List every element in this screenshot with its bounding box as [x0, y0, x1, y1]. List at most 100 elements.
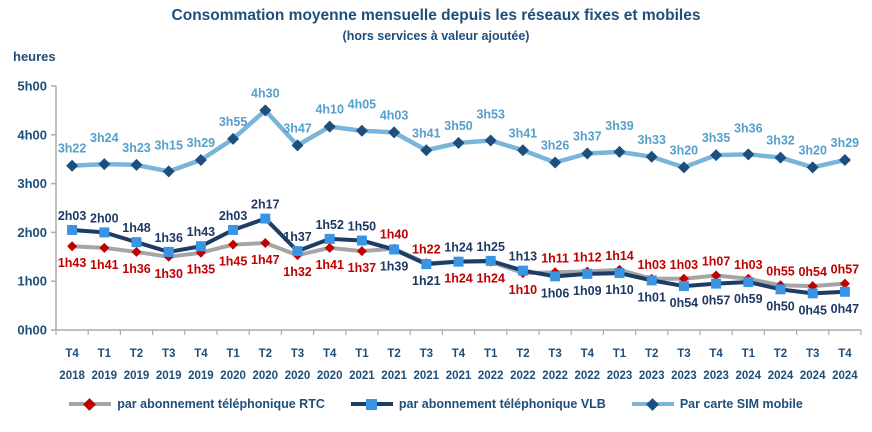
marker-vlb [356, 235, 367, 246]
data-label-rtc: 0h57 [831, 263, 860, 277]
marker-vlb [839, 286, 850, 297]
marker-sim [98, 158, 111, 171]
data-label-vlb: 1h39 [380, 259, 409, 273]
legend-sim-diamond-icon [631, 397, 674, 411]
marker-vlb [743, 277, 754, 288]
x-quarter-label: T4 [709, 348, 723, 360]
marker-sim [452, 136, 465, 149]
marker-vlb [517, 265, 528, 276]
legend-item-rtc: par abonnement téléphonique RTC [69, 397, 325, 411]
x-year-label: 2023 [607, 370, 633, 382]
x-quarter-label: T3 [162, 348, 175, 360]
data-label-sim: 3h32 [766, 134, 795, 148]
x-quarter-label: T3 [677, 348, 690, 360]
x-year-label: 2022 [542, 370, 568, 382]
data-label-sim: 3h20 [798, 143, 827, 157]
x-quarter-label: T2 [645, 348, 658, 360]
data-label-vlb: 2h03 [219, 209, 248, 223]
marker-vlb [421, 259, 432, 270]
x-year-label: 2020 [220, 370, 246, 382]
data-label-sim: 3h29 [831, 136, 860, 150]
x-quarter-label: T4 [323, 348, 337, 360]
x-quarter-label: T3 [420, 348, 433, 360]
data-label-vlb: 1h43 [187, 225, 216, 239]
marker-sim [227, 132, 240, 145]
marker-sim [645, 150, 658, 163]
data-label-sim: 3h33 [637, 133, 666, 147]
marker-rtc [131, 246, 142, 257]
legend-item-vlb: par abonnement téléphonique VLB [350, 397, 606, 411]
marker-vlb [485, 255, 496, 266]
x-quarter-label: T4 [838, 348, 852, 360]
data-label-sim: 3h29 [187, 136, 216, 150]
data-label-rtc: 1h11 [541, 251, 569, 265]
marker-sim [677, 161, 690, 174]
x-year-label: 2022 [478, 370, 504, 382]
data-label-sim: 4h10 [315, 103, 344, 117]
chart-title: Consommation moyenne mensuelle depuis le… [171, 7, 701, 24]
data-label-vlb: 1h13 [509, 250, 538, 264]
x-quarter-label: T2 [516, 348, 529, 360]
marker-vlb [453, 256, 464, 267]
x-quarter-label: T4 [452, 348, 466, 360]
marker-sim [420, 144, 433, 157]
marker-rtc [324, 242, 335, 253]
marker-vlb [775, 284, 786, 295]
data-label-vlb: 2h00 [90, 211, 119, 225]
data-label-sim: 3h41 [509, 126, 538, 140]
x-year-label: 2024 [832, 370, 858, 382]
x-year-label: 2024 [736, 370, 762, 382]
x-year-label: 2021 [446, 370, 472, 382]
x-quarter-label: T2 [130, 348, 143, 360]
data-label-rtc: 1h03 [670, 258, 699, 272]
legend-item-sim: Par carte SIM mobile [631, 397, 803, 411]
x-year-label: 2024 [800, 370, 826, 382]
x-year-label: 2019 [188, 370, 214, 382]
data-label-vlb: 1h01 [637, 290, 666, 304]
data-label-vlb: 1h24 [444, 241, 473, 255]
data-label-rtc: 1h36 [122, 262, 151, 276]
data-label-rtc: 0h55 [766, 264, 795, 278]
marker-vlb [131, 237, 142, 248]
x-quarter-label: T2 [387, 348, 400, 360]
data-label-vlb: 1h06 [541, 286, 570, 300]
data-label-rtc: 1h07 [702, 255, 731, 269]
marker-sim [259, 104, 272, 117]
x-year-label: 2020 [285, 370, 311, 382]
marker-vlb [678, 281, 689, 292]
legend-label-vlb: par abonnement téléphonique VLB [398, 397, 606, 411]
y-tick-label: 2h00 [17, 225, 47, 240]
marker-rtc [67, 241, 78, 252]
data-label-rtc: 1h37 [348, 261, 377, 275]
x-year-label: 2023 [639, 370, 665, 382]
y-tick-label: 3h00 [17, 176, 47, 191]
marker-vlb [163, 246, 174, 257]
marker-rtc [839, 278, 850, 289]
x-quarter-label: T2 [774, 348, 787, 360]
marker-vlb [550, 271, 561, 282]
data-label-rtc: 1h30 [154, 267, 183, 281]
marker-sim [355, 124, 368, 137]
marker-sim [388, 126, 401, 139]
data-label-rtc: 1h47 [251, 253, 280, 267]
marker-sim [194, 154, 207, 167]
marker-vlb [389, 244, 400, 255]
data-label-vlb: 1h48 [122, 221, 151, 235]
marker-rtc [228, 239, 239, 250]
data-label-vlb: 1h21 [412, 274, 441, 288]
marker-sim [774, 151, 787, 164]
legend-label-rtc: par abonnement téléphonique RTC [117, 397, 325, 411]
data-label-rtc: 1h10 [509, 283, 538, 297]
marker-rtc [260, 237, 271, 248]
chart-subtitle: (hors services à valeur ajoutée) [342, 29, 530, 43]
x-quarter-label: T3 [806, 348, 819, 360]
data-label-vlb: 2h17 [251, 198, 280, 212]
y-tick-label: 5h00 [17, 79, 47, 94]
data-label-vlb: 0h59 [734, 292, 763, 306]
y-axis-unit-label: heures [13, 49, 56, 64]
marker-sim [66, 159, 79, 172]
marker-sim [291, 139, 304, 152]
data-label-vlb: 2h03 [58, 209, 87, 223]
x-year-label: 2021 [414, 370, 440, 382]
